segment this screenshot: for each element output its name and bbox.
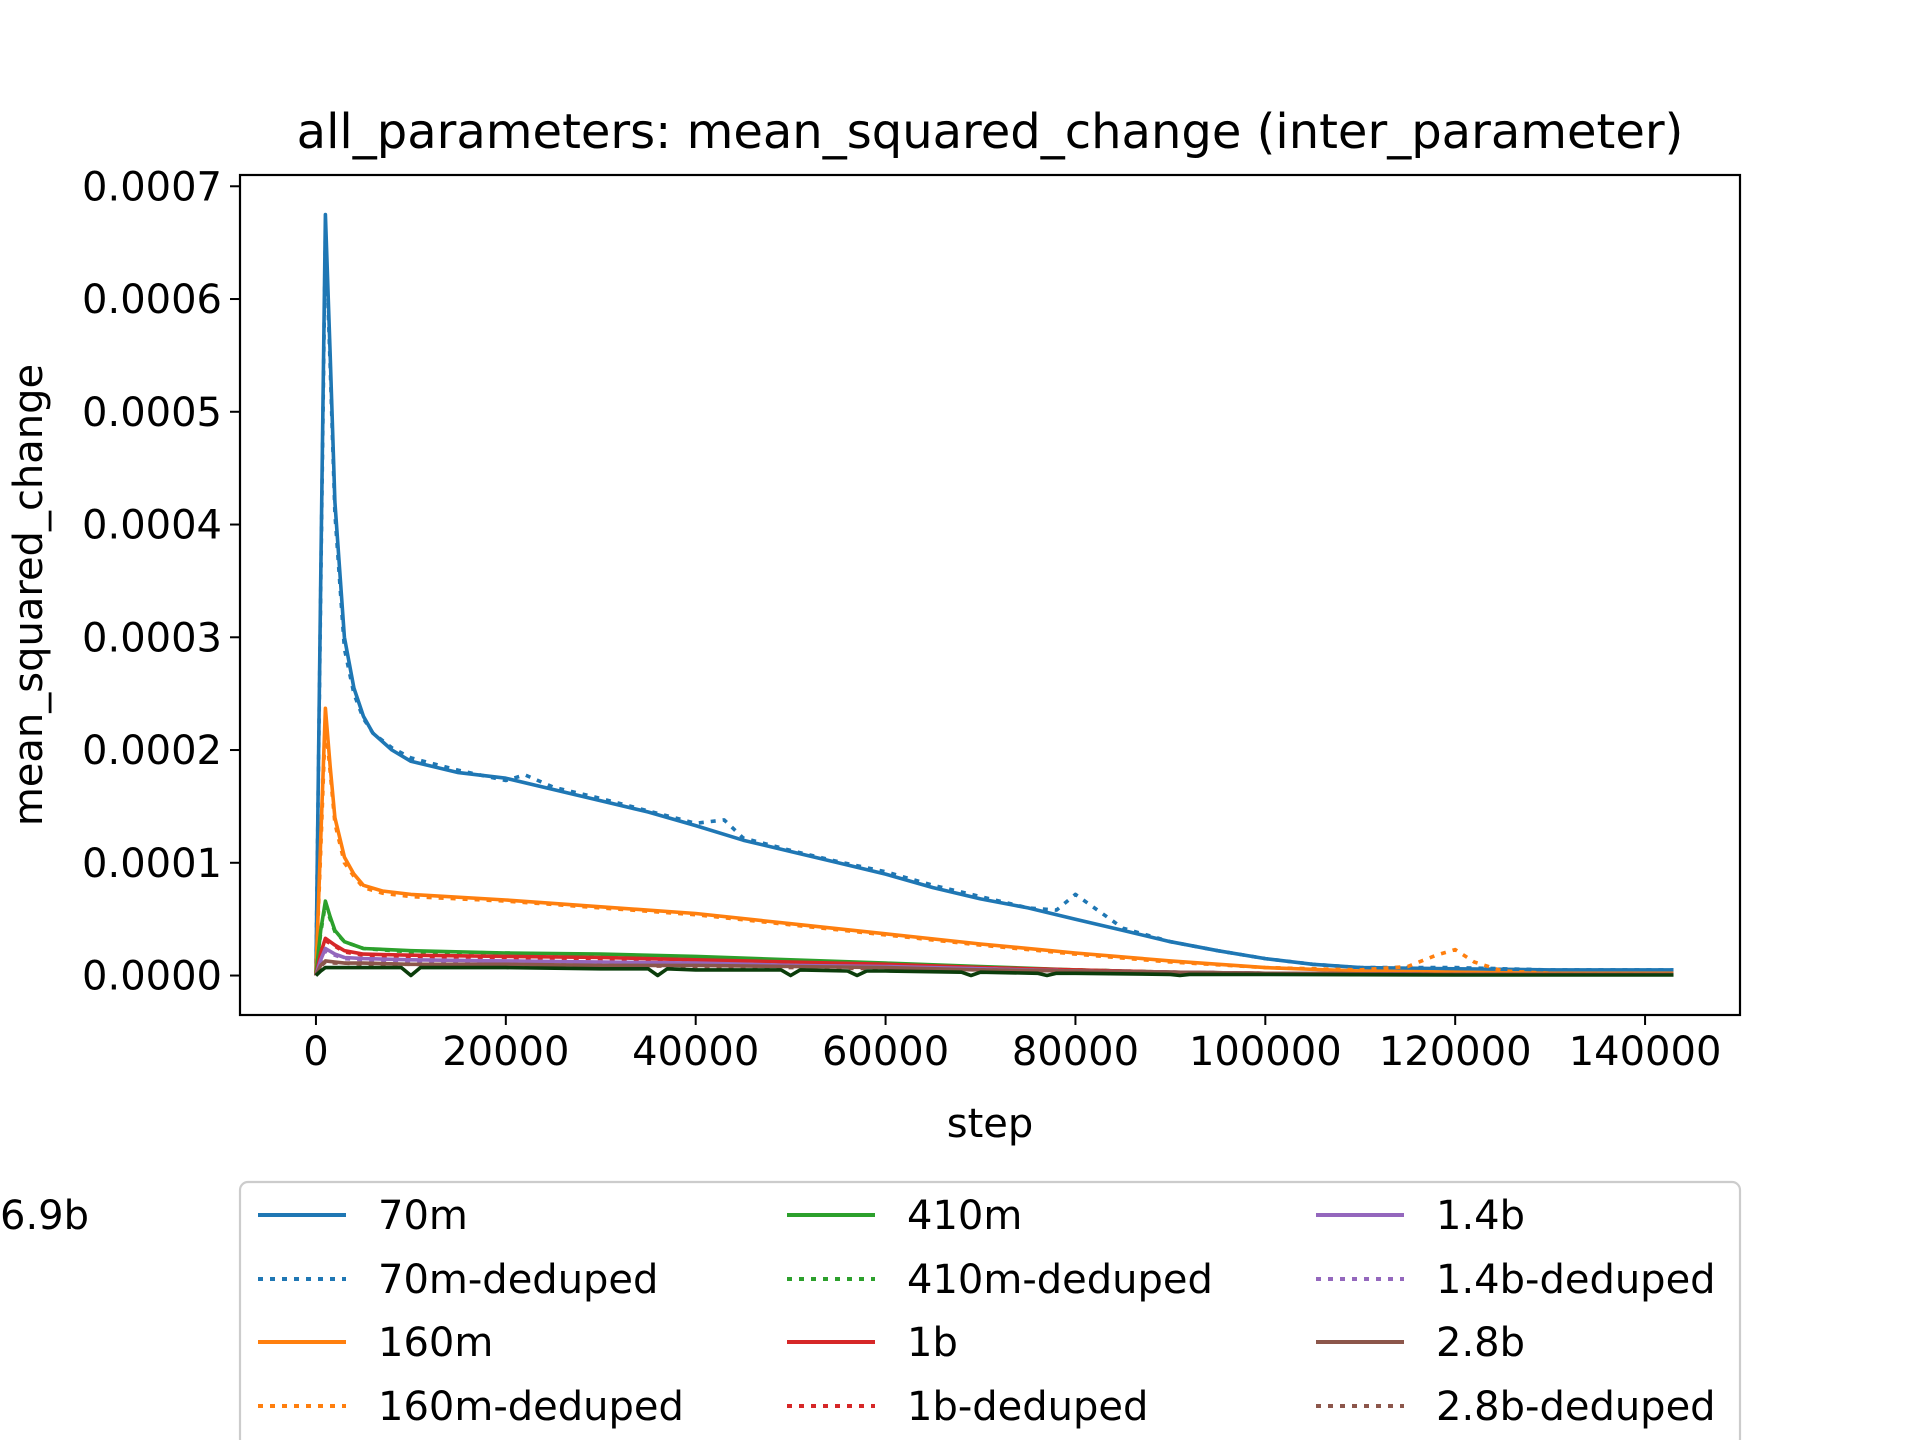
y-tick-label: 0.0000 — [82, 954, 222, 1000]
plot-area — [238, 173, 1742, 1017]
legend-frame — [238, 1180, 1742, 1440]
legend-label: 160m-deduped — [378, 1384, 684, 1430]
y-tick-label: 0.0001 — [82, 841, 222, 887]
y-tick-label: 0.0002 — [82, 728, 222, 774]
legend-label: 1b — [907, 1320, 958, 1366]
series-line-70m-deduped — [314, 229, 1674, 976]
y-tick-label: 0.0005 — [82, 390, 222, 436]
legend-label: 160m — [378, 1320, 493, 1366]
legend-label: 6.9b — [0, 1193, 89, 1239]
legend-label: 2.8b — [1436, 1320, 1525, 1366]
legend-items: 70m 70m-deduped 160m 160m-deduped 410m 410m-d… — [0, 1193, 1716, 1430]
legend-item: 2.8b-deduped — [1316, 1384, 1716, 1430]
series-line-160m — [314, 706, 1674, 976]
y-tick-label: 0.0003 — [82, 615, 222, 661]
legend-item: 2.8b — [1316, 1320, 1525, 1366]
x-tick-label: 100000 — [1189, 1029, 1342, 1075]
x-tick-label: 140000 — [1569, 1029, 1722, 1075]
x-tick-label: 20000 — [442, 1029, 569, 1075]
x-tick-label: 80000 — [1012, 1029, 1139, 1075]
legend-label: 70m-deduped — [378, 1257, 658, 1303]
series-layer — [314, 212, 1674, 978]
legend-item: 410m-deduped — [787, 1257, 1213, 1303]
x-tick-label: 60000 — [822, 1029, 949, 1075]
y-tick-label: 0.0007 — [82, 164, 222, 210]
legend-label: 70m — [378, 1193, 468, 1239]
legend-item: 160m-deduped — [258, 1384, 684, 1430]
legend-item: 70m-deduped — [258, 1257, 658, 1303]
series-line-6_9b — [314, 965, 1674, 978]
legend-item: 1.4b-deduped — [1316, 1257, 1716, 1303]
x-tick-label: 40000 — [632, 1029, 759, 1075]
y-tick-label: 0.0006 — [82, 277, 222, 323]
plot-frame — [238, 173, 1742, 1017]
legend-item: 6.9b — [0, 1193, 89, 1239]
legend-item: 1b-deduped — [787, 1384, 1148, 1430]
legend-item: 410m — [787, 1193, 1022, 1239]
x-tick-label: 0 — [303, 1029, 328, 1075]
legend: 70m 70m-deduped 160m 160m-deduped 410m 410m-d… — [0, 1180, 1742, 1440]
legend-label: 410m — [907, 1193, 1022, 1239]
series-line-2_8b-deduped — [314, 960, 1674, 977]
x-axis-title: step — [947, 1101, 1034, 1147]
y-tick-label: 0.0004 — [82, 503, 222, 549]
legend-label: 1.4b — [1436, 1193, 1525, 1239]
legend-item: 1.4b — [1316, 1193, 1525, 1239]
legend-item: 1b — [787, 1320, 958, 1366]
x-axis: 0 20000 40000 60000 80000 100000 120000 140000 — [303, 1015, 1721, 1075]
legend-item: 70m — [258, 1193, 468, 1239]
legend-label: 410m-deduped — [907, 1257, 1213, 1303]
series-line-410m-deduped — [314, 902, 1674, 977]
y-axis-title: mean_squared_change — [6, 364, 52, 826]
legend-label: 1.4b-deduped — [1436, 1257, 1716, 1303]
chart-title: all_parameters: mean_squared_change (int… — [297, 104, 1684, 160]
legend-label: 2.8b-deduped — [1436, 1384, 1716, 1430]
legend-item: 160m — [258, 1320, 493, 1366]
y-axis: 0.0000 0.0001 0.0002 0.0003 0.0004 0.0005 0.00… — [82, 164, 240, 1000]
legend-label: 1b-deduped — [907, 1384, 1148, 1430]
x-tick-label: 120000 — [1379, 1029, 1532, 1075]
